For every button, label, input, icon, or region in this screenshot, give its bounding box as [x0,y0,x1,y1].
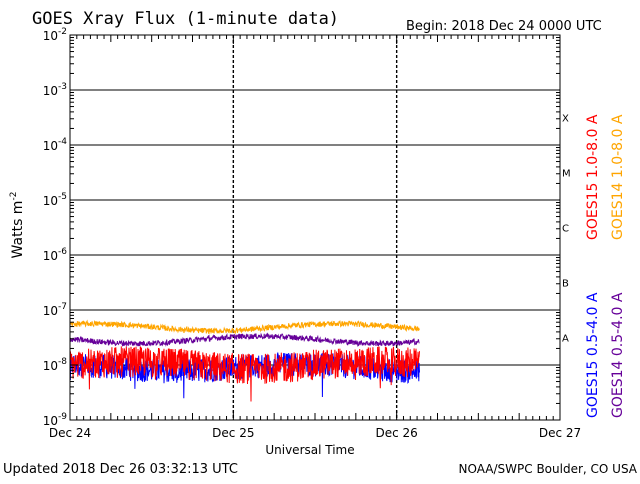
y-axis-label-exponent: -2 [9,192,19,201]
y-tick-label-base: 10 [43,359,58,373]
updated-timestamp: Updated 2018 Dec 26 03:32:13 UTC [3,462,238,477]
y-tick-label-base: 10 [43,249,58,263]
y-tick-label-base: 10 [43,194,58,208]
y-tick-label-base: 10 [43,139,58,153]
y-axis-label-base: Watts m [10,201,26,259]
x-axis-label: Universal Time [265,443,354,457]
y-tick-label: 10-2 [43,27,67,43]
y-tick-label: 10-7 [43,302,67,318]
y-tick-label: 10-4 [43,137,68,153]
legend-entry: GOES14 1.0-8.0 A [610,114,626,240]
y-tick-label-exponent: -9 [58,412,67,422]
series-line [69,332,420,348]
legend-entry: GOES15 0.5-4.0 A [585,292,601,418]
y-tick-label-base: 10 [43,29,58,43]
y-tick-label-base: 10 [43,84,58,98]
y-tick-label-exponent: -8 [58,357,67,367]
x-tick-label: Dec 27 [539,426,581,440]
y-tick-label-exponent: -5 [58,192,67,202]
y-tick-label-base: 10 [43,414,58,428]
credit-label: NOAA/SWPC Boulder, CO USA [459,462,638,476]
x-tick-label: Dec 26 [376,426,418,440]
y-tick-label-exponent: -3 [58,82,67,92]
begin-label: Begin: 2018 Dec 24 0000 UTC [406,19,602,34]
y-tick-label: 10-6 [43,247,68,263]
series-line [69,319,420,335]
flare-class-label: A [562,334,569,345]
y-tick-label-exponent: -6 [58,247,67,257]
y-tick-label: 10-9 [43,412,68,428]
y-tick-label-exponent: -7 [58,302,67,312]
x-tick-label: Dec 25 [212,426,254,440]
chart-title: GOES Xray Flux (1-minute data) [32,9,339,29]
y-tick-label: 10-3 [43,82,67,98]
flare-class-label: X [562,114,569,125]
y-tick-label-exponent: -4 [58,137,67,147]
flare-class-label: B [562,279,569,290]
y-tick-label-exponent: -2 [58,27,67,37]
flare-class-label: M [562,169,571,180]
series-line [69,346,420,402]
x-tick-label: Dec 24 [49,426,91,440]
flare-class-label: C [562,224,569,235]
y-tick-label: 10-8 [43,357,68,373]
legend-entry: GOES14 0.5-4.0 A [610,292,626,418]
y-tick-label: 10-5 [43,192,67,208]
legend-entry: GOES15 1.0-8.0 A [585,114,601,240]
y-tick-label-base: 10 [43,304,58,318]
y-axis-label: Watts m-2 [9,192,26,259]
